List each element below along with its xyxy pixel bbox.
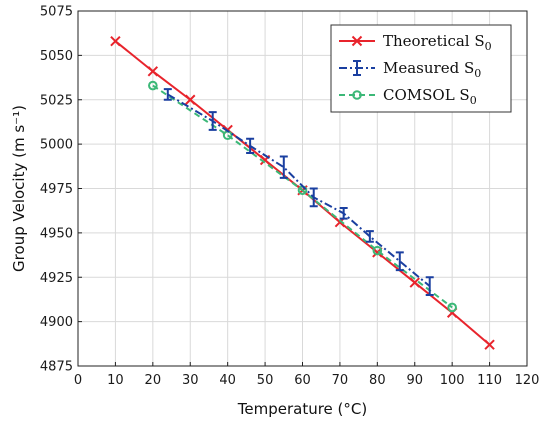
- legend-label-main: Measured S: [383, 59, 474, 77]
- x-axis-title: Temperature (°C): [237, 400, 367, 418]
- measured-s0-error-bar: [246, 137, 255, 154]
- x-tick-label: 110: [477, 373, 502, 388]
- comsol-s0-marker: [372, 245, 383, 256]
- legend-entry-comsol-s0: COMSOL S0: [339, 86, 477, 107]
- legend-label-main: Theoretical S: [383, 32, 485, 50]
- theoretical-s0-marker: [147, 66, 159, 77]
- x-tick-label: 80: [369, 373, 386, 388]
- x-tick-label: 70: [332, 373, 349, 388]
- measured-s0-series: [163, 88, 434, 296]
- x-tick-label: 40: [219, 373, 236, 388]
- y-tick-label: 4925: [40, 271, 73, 286]
- x-tick-label: 10: [107, 373, 124, 388]
- theoretical-s0-marker: [185, 94, 196, 105]
- legend-label-subscript: 0: [474, 67, 481, 80]
- x-tick-label: 50: [257, 373, 274, 388]
- y-tick-label: 4975: [40, 182, 73, 197]
- legend-marker: [351, 35, 363, 47]
- x-tick-label: 0: [74, 373, 82, 388]
- y-tick-label: 4900: [40, 315, 73, 330]
- legend-marker: [352, 90, 362, 100]
- legend-label: Theoretical S0: [383, 32, 492, 53]
- measured-s0-error-bar: [279, 155, 288, 179]
- y-tick-label: 5075: [40, 5, 73, 20]
- theoretical-s0-marker: [409, 277, 420, 288]
- measured-s0-error-bar: [365, 230, 374, 243]
- legend-label: Measured S0: [383, 59, 481, 80]
- measured-s0-error-bar: [395, 251, 404, 272]
- legend-entry-theoretical-s0: Theoretical S0: [339, 32, 492, 53]
- x-tick-label: 100: [440, 373, 465, 388]
- x-tick-label: 30: [182, 373, 199, 388]
- theoretical-s0-marker: [484, 339, 495, 350]
- series-layer: [110, 35, 495, 350]
- y-tick-label: 4875: [40, 360, 73, 375]
- legend-error-bar-symbol: [353, 60, 361, 76]
- comsol-s0-marker: [447, 302, 457, 313]
- y-tick-label: 5025: [40, 93, 73, 108]
- y-axis-title: Group Velocity (m s⁻¹): [10, 105, 28, 272]
- measured-s0-error-bar: [339, 207, 348, 220]
- y-tick-label: 5000: [40, 138, 73, 153]
- measured-s0-error-bar: [163, 88, 172, 101]
- measured-s0-error-bar: [309, 187, 318, 208]
- measured-s0-error-bar: [208, 111, 217, 131]
- axis-ticks: 0 10 20 30 40 50 60 70 80 90 100 110 120 4875 4900 4925…: [40, 5, 540, 389]
- legend-label-main: COMSOL S: [383, 86, 470, 104]
- x-tick-label: 120: [515, 373, 540, 388]
- measured-s0-error-bar: [425, 276, 434, 296]
- legend-label-subscript: 0: [485, 40, 492, 53]
- legend-label-subscript: 0: [470, 94, 477, 107]
- comsol-s0-marker: [148, 80, 158, 91]
- x-tick-label: 20: [145, 373, 162, 388]
- x-tick-label: 60: [294, 373, 311, 388]
- y-tick-label: 4950: [40, 226, 73, 241]
- legend-entry-measured-s0: Measured S0: [339, 59, 481, 80]
- x-tick-label: 90: [406, 373, 423, 388]
- theoretical-s0-marker: [110, 35, 121, 47]
- y-tick-label: 5050: [40, 49, 73, 64]
- legend-label: COMSOL S0: [383, 86, 477, 107]
